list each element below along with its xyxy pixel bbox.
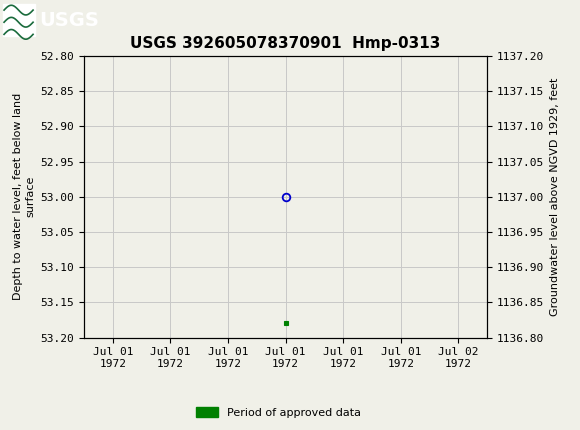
Title: USGS 392605078370901  Hmp-0313: USGS 392605078370901 Hmp-0313 (130, 36, 441, 51)
Y-axis label: Depth to water level, feet below land
surface: Depth to water level, feet below land su… (13, 93, 35, 300)
Y-axis label: Groundwater level above NGVD 1929, feet: Groundwater level above NGVD 1929, feet (550, 77, 560, 316)
Legend: Period of approved data: Period of approved data (191, 403, 365, 422)
Text: USGS: USGS (39, 11, 99, 30)
Bar (3, 4, 35, 37)
